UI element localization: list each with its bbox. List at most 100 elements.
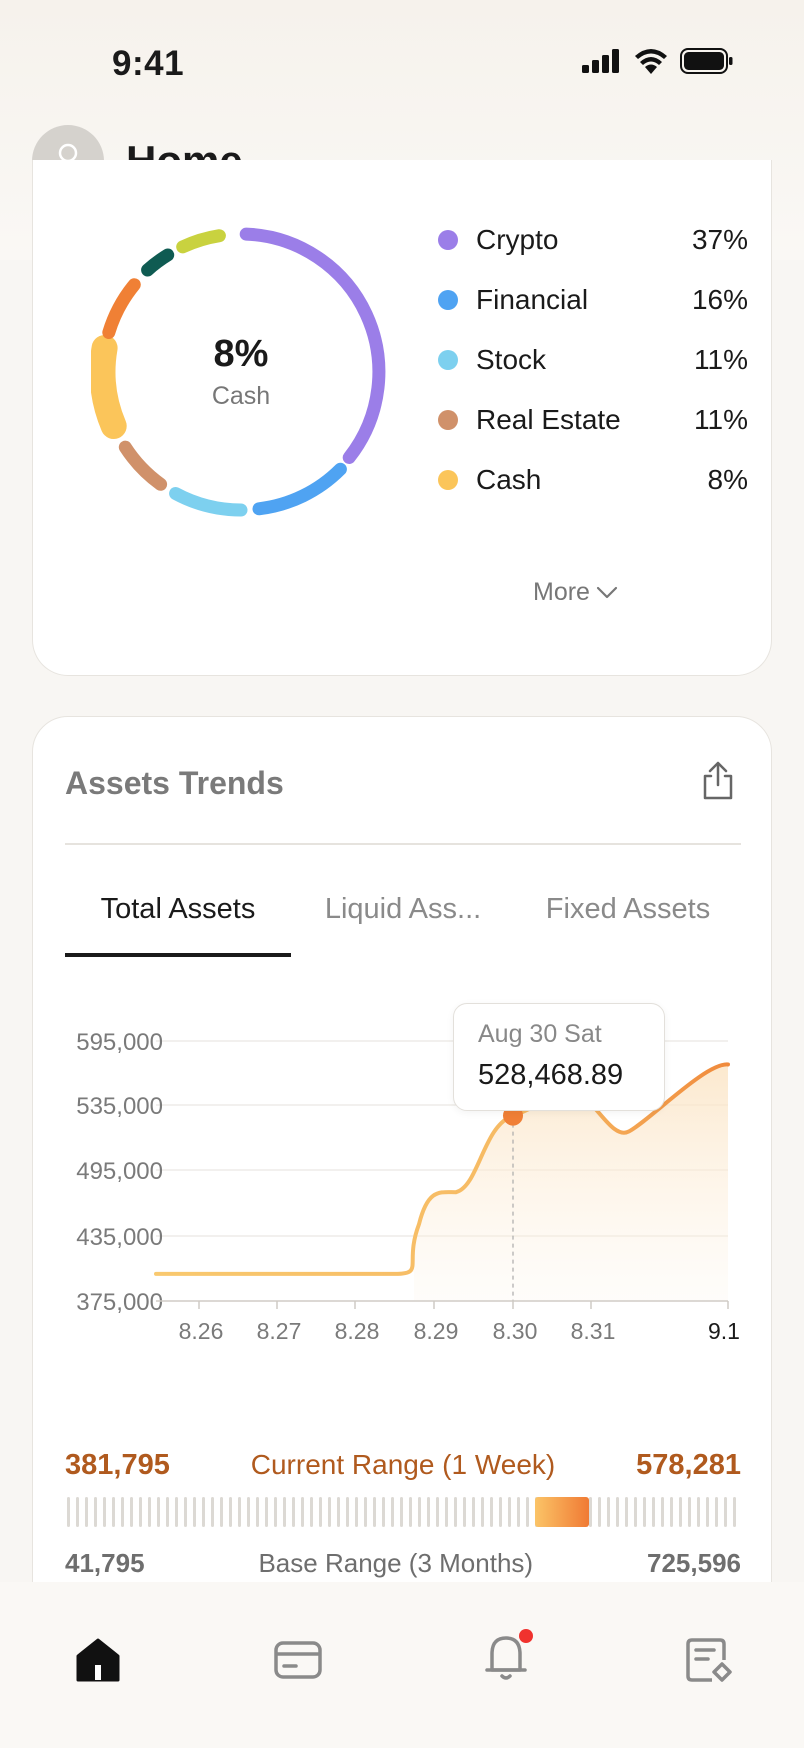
legend-percent: 37% bbox=[691, 224, 748, 255]
legend-percent: 11% bbox=[694, 404, 748, 435]
status-time: 9:41 bbox=[112, 44, 185, 83]
legend-percent: 11% bbox=[694, 344, 748, 375]
range-slider-handle[interactable] bbox=[535, 1497, 589, 1527]
chart-tooltip: Aug 30 Sat 528,468.89 bbox=[453, 1003, 665, 1111]
donut-segment-real-estate bbox=[118, 440, 168, 491]
slider-tick bbox=[688, 1497, 691, 1527]
slider-tick bbox=[463, 1497, 466, 1527]
base-range-label: Base Range (3 Months) bbox=[258, 1547, 534, 1578]
chevron-down-icon bbox=[596, 586, 618, 598]
legend-name: Stock bbox=[476, 344, 547, 375]
slider-tick bbox=[112, 1497, 115, 1527]
range-slider[interactable] bbox=[65, 1495, 741, 1529]
legend-dot bbox=[438, 350, 458, 370]
slider-tick bbox=[67, 1497, 70, 1527]
allocation-legend: Crypto 37% Financial 16% Stock 11% Real … bbox=[438, 210, 748, 510]
slider-tick bbox=[166, 1497, 169, 1527]
legend-item-crypto[interactable]: Crypto 37% bbox=[438, 210, 748, 270]
slider-tick bbox=[247, 1497, 250, 1527]
signal-icon bbox=[582, 49, 619, 73]
slider-tick bbox=[445, 1497, 448, 1527]
legend-name: Cash bbox=[476, 464, 542, 495]
slider-tick bbox=[589, 1497, 592, 1527]
slider-tick bbox=[697, 1497, 700, 1527]
divider bbox=[65, 843, 741, 845]
slider-tick bbox=[652, 1497, 655, 1527]
slider-tick bbox=[346, 1497, 349, 1527]
slider-tick bbox=[193, 1497, 196, 1527]
slider-tick bbox=[409, 1497, 412, 1527]
slider-tick bbox=[715, 1497, 718, 1527]
slider-tick bbox=[481, 1497, 484, 1527]
legend-name: Crypto bbox=[476, 224, 559, 255]
slider-tick bbox=[202, 1497, 205, 1527]
home-icon[interactable] bbox=[72, 1634, 124, 1686]
x-tick-label: 9.1 bbox=[708, 1318, 740, 1344]
legend-name: Financial bbox=[476, 284, 589, 315]
slider-tick bbox=[499, 1497, 502, 1527]
y-tick-label: 375,000 bbox=[76, 1289, 163, 1316]
legend-item-real-estate[interactable]: Real Estate 11% bbox=[438, 390, 748, 450]
x-tick-label: 8.31 bbox=[571, 1318, 616, 1344]
slider-tick bbox=[139, 1497, 142, 1527]
donut-center-percent: 8% bbox=[213, 333, 269, 375]
tab-total-assets[interactable]: Total Assets bbox=[65, 893, 291, 957]
tooltip-value: 528,468.89 bbox=[478, 1059, 624, 1091]
slider-tick bbox=[391, 1497, 394, 1527]
bell-icon[interactable] bbox=[478, 1626, 538, 1686]
battery-icon bbox=[680, 48, 733, 74]
document-icon[interactable] bbox=[682, 1634, 734, 1686]
slider-tick bbox=[211, 1497, 214, 1527]
slider-tick bbox=[517, 1497, 520, 1527]
slider-tick bbox=[706, 1497, 709, 1527]
slider-tick bbox=[616, 1497, 619, 1527]
share-icon[interactable] bbox=[701, 761, 735, 801]
more-label: More bbox=[533, 578, 590, 606]
tab-fixed-assets[interactable]: Fixed Assets bbox=[515, 893, 741, 957]
current-range-row: 381,795 Current Range (1 Week) 578,281 bbox=[65, 1445, 741, 1485]
card-icon[interactable] bbox=[272, 1634, 324, 1686]
bottom-tab-bar bbox=[0, 1582, 804, 1748]
assets-trends-card: Assets Trends Total Assets Liquid Ass...… bbox=[32, 716, 772, 1748]
slider-tick bbox=[328, 1497, 331, 1527]
slider-tick bbox=[670, 1497, 673, 1527]
allocation-donut[interactable] bbox=[91, 222, 391, 522]
slider-tick bbox=[103, 1497, 106, 1527]
slider-tick bbox=[526, 1497, 529, 1527]
slider-tick bbox=[508, 1497, 511, 1527]
assets-trend-chart[interactable]: 595,000 535,000 495,000 435,000 375,000 8.26… bbox=[33, 987, 773, 1407]
trend-tabs: Total Assets Liquid Ass... Fixed Assets bbox=[65, 893, 741, 957]
base-range-max: 725,596 bbox=[647, 1547, 741, 1578]
slider-tick bbox=[382, 1497, 385, 1527]
tooltip-date: Aug 30 Sat bbox=[478, 1020, 602, 1048]
tab-liquid-assets[interactable]: Liquid Ass... bbox=[291, 893, 515, 957]
x-tick-label: 8.26 bbox=[179, 1318, 224, 1344]
donut-center: 8% Cash bbox=[91, 222, 391, 522]
slider-tick bbox=[634, 1497, 637, 1527]
more-button[interactable]: More bbox=[533, 578, 618, 607]
slider-tick bbox=[679, 1497, 682, 1527]
slider-tick bbox=[364, 1497, 367, 1527]
slider-tick bbox=[598, 1497, 601, 1527]
slider-tick bbox=[337, 1497, 340, 1527]
legend-item-stock[interactable]: Stock 11% bbox=[438, 330, 748, 390]
current-range-label: Current Range (1 Week) bbox=[250, 1449, 556, 1480]
slider-tick bbox=[643, 1497, 646, 1527]
slider-tick bbox=[292, 1497, 295, 1527]
legend-item-cash[interactable]: Cash 8% bbox=[438, 450, 748, 510]
slider-tick bbox=[427, 1497, 430, 1527]
slider-tick bbox=[220, 1497, 223, 1527]
donut-center-label: Cash bbox=[211, 382, 271, 410]
legend-dot bbox=[438, 290, 458, 310]
slider-tick bbox=[310, 1497, 313, 1527]
donut-segment-other-2 bbox=[141, 248, 175, 277]
section-title: Assets Trends bbox=[65, 765, 284, 801]
allocation-card: 8% Cash Crypto 37% Financial 16% Stock 1… bbox=[32, 160, 772, 676]
current-range-max: 578,281 bbox=[636, 1448, 741, 1481]
legend-dot bbox=[438, 230, 458, 250]
legend-dot bbox=[438, 410, 458, 430]
slider-tick bbox=[229, 1497, 232, 1527]
legend-item-financial[interactable]: Financial 16% bbox=[438, 270, 748, 330]
tab-label: Liquid Ass... bbox=[324, 893, 482, 925]
donut-segment-stock bbox=[169, 487, 248, 517]
